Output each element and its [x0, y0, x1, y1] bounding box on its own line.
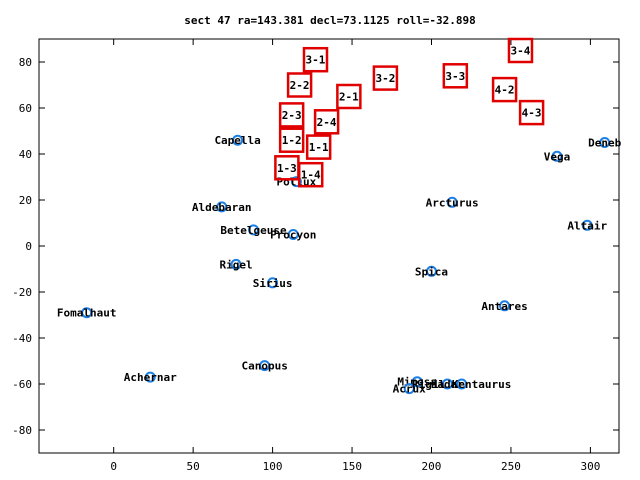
y-axis: -80 -60 -40 -20 0 20 40 60 80: [12, 56, 619, 437]
star-point: [411, 376, 423, 388]
star-point: [267, 277, 279, 289]
x-tick-label: 50: [187, 460, 200, 473]
star-label: Vega: [544, 150, 571, 163]
sector-box: [372, 65, 399, 91]
star-label: Spica: [415, 265, 448, 278]
sector-box: [442, 63, 469, 89]
star-label: Rigel: [219, 258, 252, 271]
sector-box: [313, 109, 340, 135]
stars-layer: CapellaPolluxAldebaranBetelgeuseProcyonR…: [57, 134, 622, 395]
sector-label: 1-1: [309, 141, 329, 154]
star-point: [216, 201, 228, 213]
y-tick-label: 40: [19, 148, 32, 161]
x-tick-label: 250: [501, 460, 521, 473]
star-point: [259, 360, 271, 372]
sector-box: [297, 161, 324, 188]
star-point: [290, 176, 302, 188]
star-point: [581, 219, 593, 231]
sector-label: 4-2: [495, 84, 515, 97]
sector-label: 2-1: [339, 91, 359, 104]
x-tick-label: 300: [580, 460, 600, 473]
x-axis: 0 50 100 150 200 250 300: [110, 39, 600, 473]
sector-box: [302, 46, 329, 73]
sector-box: [278, 127, 305, 153]
star-label: Capella: [214, 134, 260, 147]
star-label: Acrux: [393, 383, 426, 396]
star-point: [287, 229, 299, 240]
sector-label: 2-3: [282, 109, 302, 122]
boxes-layer: 3-1 2-2 2-1 3-2 3-3 3-4 4-2 4-3 2-3 2-4 1-2 1-1 1-3 1…: [274, 37, 545, 188]
sector-box: [336, 83, 362, 110]
chart-title: sect 47 ra=143.381 decl=73.1125 roll=-32…: [184, 14, 475, 27]
star-point: [551, 150, 563, 162]
star-point: [425, 265, 437, 277]
y-tick-label: -40: [12, 332, 32, 345]
y-tick-label: 20: [19, 194, 32, 207]
sector-box: [518, 99, 545, 126]
sector-label: 2-4: [317, 116, 337, 129]
star-label: Altair: [567, 219, 607, 232]
sector-label: 3-3: [445, 70, 465, 83]
sector-label: 4-3: [522, 107, 542, 120]
sector-label: 3-4: [511, 45, 531, 58]
star-point: [230, 258, 242, 270]
star-label: Hadar: [431, 378, 464, 391]
y-tick-label: -60: [12, 378, 32, 391]
y-tick-label: -80: [12, 424, 32, 437]
sector-box: [278, 102, 305, 128]
y-tick-label: 0: [25, 240, 32, 253]
star-label: Fomalhaut: [57, 307, 117, 320]
star-label: Deneb: [588, 137, 621, 150]
sector-label: 1-4: [301, 169, 321, 182]
sector-box: [507, 37, 534, 64]
star-label: Aldebaran: [192, 201, 252, 214]
sector-box: [286, 72, 313, 98]
star-point: [456, 378, 468, 390]
sector-label: 1-3: [277, 162, 297, 175]
y-tick-label: 60: [19, 102, 32, 115]
star-label: Sirius: [253, 277, 293, 290]
sector-label: 3-1: [306, 54, 326, 67]
sector-box: [491, 76, 518, 103]
star-label: Antares: [481, 300, 527, 313]
star-label: Achernar: [124, 371, 177, 384]
x-tick-label: 0: [110, 460, 117, 473]
star-point: [446, 196, 458, 208]
y-tick-label: 80: [19, 56, 32, 69]
x-tick-label: 150: [342, 460, 362, 473]
star-label: Canopus: [241, 360, 287, 373]
star-point: [499, 300, 511, 312]
star-point: [81, 307, 93, 319]
star-point: [441, 378, 453, 390]
y-tick-label: -20: [12, 286, 32, 299]
star-point: [248, 224, 260, 236]
star-point: [232, 134, 244, 146]
star-label: Betelgeuse: [220, 224, 287, 237]
star-point: [403, 383, 415, 395]
sector-label: 1-2: [282, 134, 302, 147]
star-label: Rigil Kentaurus: [412, 378, 511, 391]
star-point: [599, 137, 611, 148]
sector-box: [305, 134, 332, 160]
star-label: Procyon: [270, 229, 316, 242]
sector-label: 2-2: [290, 79, 310, 92]
sector-label: 3-2: [375, 72, 395, 85]
star-label: Arcturus: [426, 196, 479, 209]
x-tick-label: 200: [422, 460, 442, 473]
x-tick-label: 100: [263, 460, 283, 473]
star-point: [144, 371, 156, 383]
